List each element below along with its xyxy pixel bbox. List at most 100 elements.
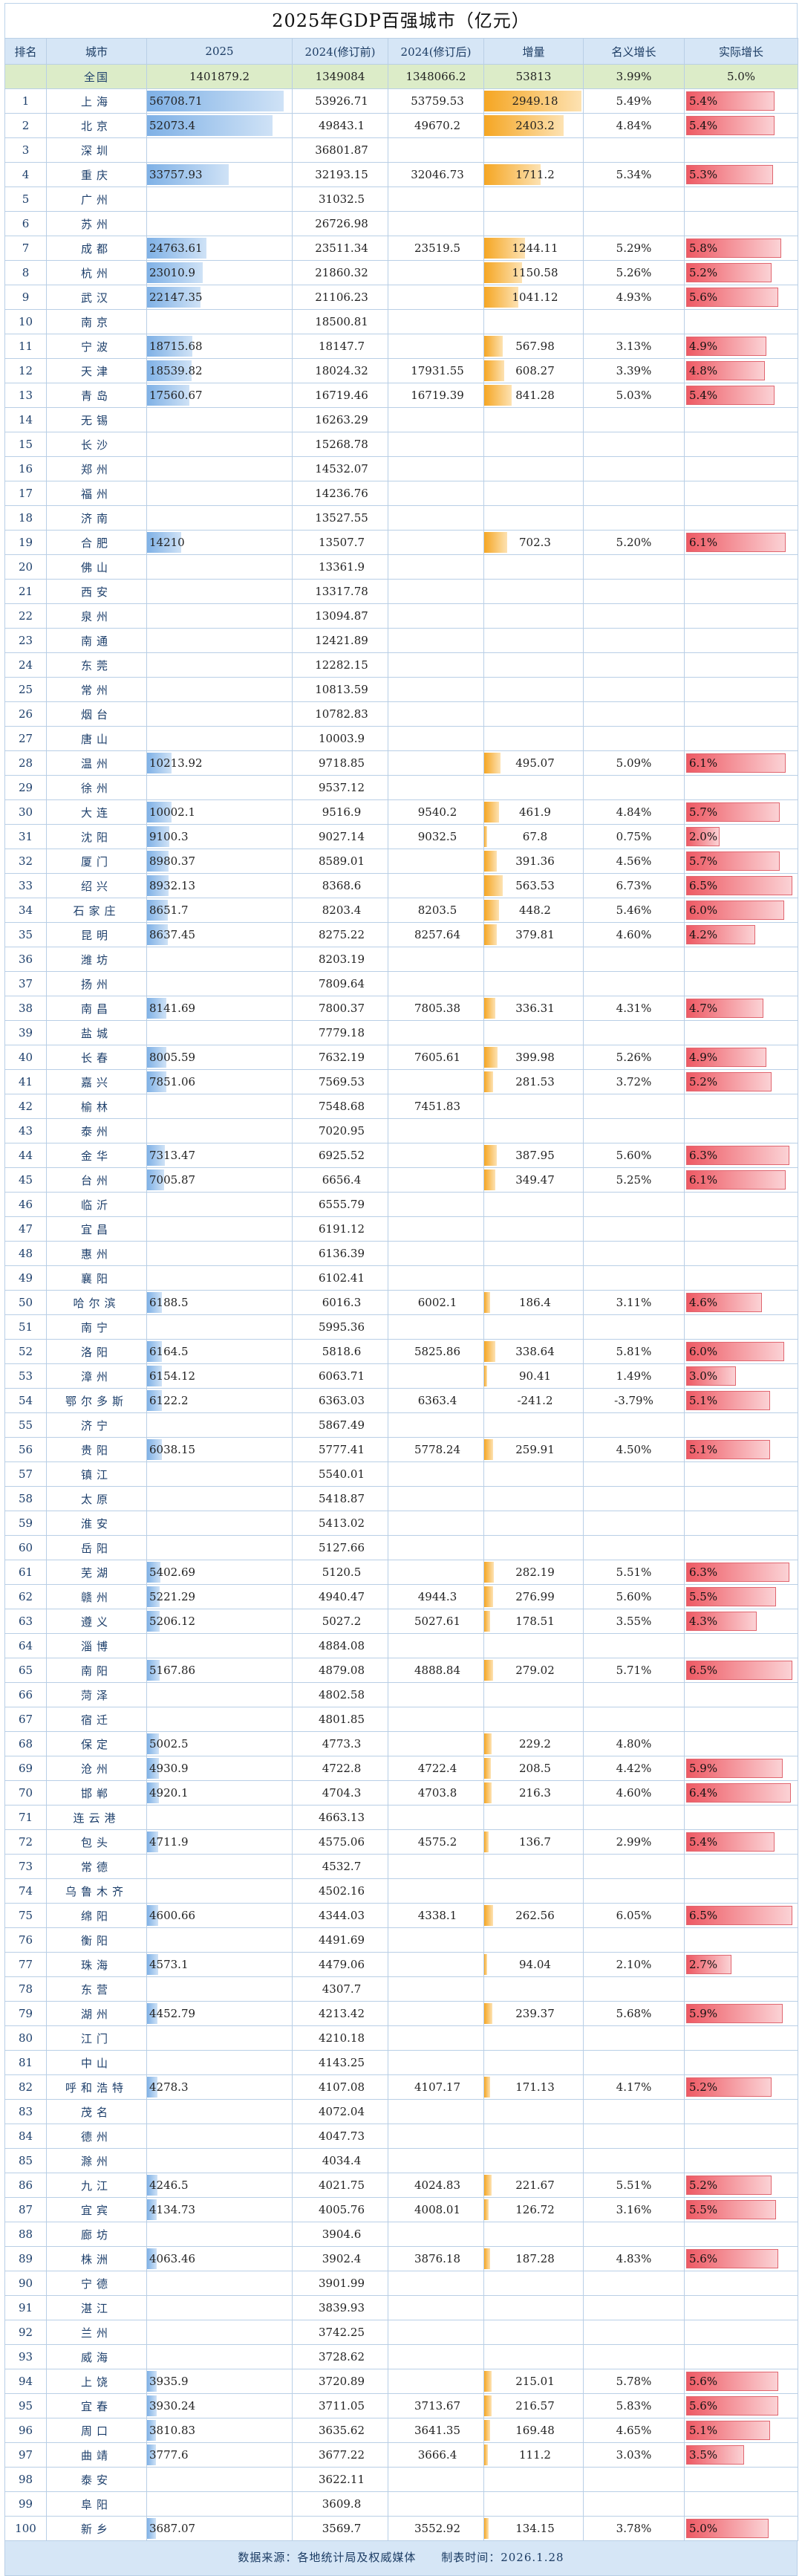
gdp-2024-after-cell-value	[434, 413, 437, 426]
real-growth-cell-value	[685, 315, 690, 328]
nominal-growth-cell-value: 4.84%	[616, 119, 652, 132]
table-row: 29 徐州 9537.12	[4, 775, 798, 800]
gdp-2025-cell-bar	[147, 385, 190, 406]
city-cell-value: 大连	[80, 805, 112, 820]
gdp-2024-before-cell: 3839.93	[292, 2295, 388, 2320]
increase-cell	[483, 2491, 584, 2517]
increase-cell-value: 239.37	[515, 2007, 555, 2020]
gdp-2025-cell: 4063.46	[146, 2246, 293, 2271]
gdp-2025-cell-bar	[147, 2518, 156, 2539]
gdp-2025-cell-value	[148, 1884, 150, 1898]
gdp-2025-cell-value	[148, 2301, 150, 2314]
city-cell: 贵阳	[46, 1437, 147, 1462]
increase-cell-bar	[484, 753, 501, 773]
table-row: 31 沈阳 9100.3 9027.14 9032.5 67.8 0.75% 2.0%	[4, 824, 798, 849]
real-growth-cell-value	[685, 1492, 690, 1505]
gdp-2024-before-cell: 15268.78	[292, 432, 388, 457]
increase-cell: 282.19	[483, 1560, 584, 1585]
gdp-2024-after-cell-value	[434, 683, 437, 696]
rank-cell: 11	[4, 334, 47, 359]
rank-cell: 98	[4, 2467, 47, 2492]
increase-cell-value: 495.07	[515, 756, 555, 770]
gdp-2025-cell-bar	[147, 1439, 162, 1460]
real-growth-cell-value	[685, 732, 690, 745]
city-cell-value: 重庆	[80, 168, 112, 182]
rank-cell: 62	[4, 1584, 47, 1609]
real-growth-cell-value: 5.2%	[689, 2178, 718, 2192]
gdp-2025-cell-bar	[147, 1832, 159, 1852]
gdp-2024-after-cell: 4888.84	[388, 1658, 484, 1683]
nominal-growth-cell-value: 3.11%	[616, 1296, 652, 1309]
rank-cell-value: 91	[18, 2301, 33, 2314]
gdp-2025-cell: 4246.5	[146, 2173, 293, 2198]
rank-cell-value: 29	[18, 781, 33, 794]
gdp-2025-cell-value	[148, 658, 150, 672]
gdp-2024-after-cell-value	[434, 511, 437, 525]
real-growth-cell-bar	[686, 925, 756, 944]
city-cell: 包头	[46, 1829, 147, 1855]
increase-cell-bar	[484, 900, 499, 921]
city-cell: 青岛	[46, 383, 147, 408]
gdp-2025-cell: 4600.66	[146, 1903, 293, 1928]
gdp-2024-after-cell	[388, 1731, 484, 1756]
gdp-2024-after-cell	[388, 554, 484, 580]
nominal-growth-cell-value: 3.16%	[616, 2203, 652, 2216]
nominal-growth-cell-value: 2.99%	[616, 1835, 652, 1849]
gdp-2024-before-cell: 7779.18	[292, 1020, 388, 1045]
gdp-2024-after-cell	[388, 2222, 484, 2247]
city-cell-value: 烟台	[80, 707, 112, 721]
real-growth-cell	[684, 579, 798, 604]
gdp-2025-cell	[146, 1633, 293, 1658]
gdp-2025-cell-bar	[147, 1586, 160, 1607]
gdp-2024-after-cell: 4008.01	[388, 2197, 484, 2222]
table-row: 74 乌鲁木齐 4502.16	[4, 1878, 798, 1904]
rank-cell-value: 77	[18, 1958, 33, 1971]
nominal-growth-cell	[583, 1633, 685, 1658]
table-row: 18 济南 13527.55	[4, 505, 798, 531]
table-row: 24 东莞 12282.15	[4, 652, 798, 678]
city-cell: 杭州	[46, 260, 147, 285]
gdp-2025-cell-value	[148, 560, 150, 574]
real-growth-cell	[684, 2467, 798, 2492]
real-growth-cell-value	[685, 1026, 690, 1039]
gdp-2024-before-cell: 9516.9	[292, 799, 388, 825]
real-growth-cell-value: 3.5%	[689, 2448, 718, 2462]
gdp-2024-before-cell: 9027.14	[292, 824, 388, 849]
table-row: 36 潍坊 8203.19	[4, 947, 798, 972]
gdp-2025-cell-value	[148, 2228, 150, 2241]
real-growth-cell	[684, 505, 798, 531]
increase-cell-value: 216.57	[515, 2399, 555, 2413]
rank-cell-value: 36	[18, 953, 33, 966]
gdp-2025-cell	[146, 2124, 293, 2149]
nominal-growth-cell	[583, 1265, 685, 1291]
increase-cell: 841.28	[483, 383, 584, 408]
city-cell-value: 沧州	[80, 1762, 112, 1776]
gdp-2025-cell-value: 23010.9	[149, 266, 196, 279]
gdp-2024-before-cell-value: 4143.25	[318, 2056, 365, 2069]
gdp-2025-cell-value: 14210	[149, 536, 185, 549]
city-cell-value: 襄阳	[80, 1271, 112, 1285]
gdp-2024-before-cell-value: 5818.6	[322, 1345, 362, 1358]
real-growth-cell-value: 3.0%	[689, 1369, 718, 1383]
real-growth-cell-bar	[686, 827, 720, 846]
city-cell-value: 衡阳	[80, 1933, 112, 1947]
increase-cell	[483, 2344, 584, 2369]
table-row: 27 唐山 10003.9	[4, 726, 798, 751]
increase-cell: 215.01	[483, 2369, 584, 2394]
gdp-2025-cell-bar	[147, 1758, 160, 1779]
increase-cell	[483, 628, 584, 653]
gdp-2025-cell	[146, 505, 293, 531]
rank-cell-value: 52	[18, 1345, 33, 1358]
gdp-2025-cell-value: 56708.71	[149, 94, 203, 108]
gdp-2024-before-cell-value: 6656.4	[322, 1173, 362, 1187]
gdp-2024-after-cell-value	[434, 462, 437, 476]
gdp-2024-before-cell: 4210.18	[292, 2025, 388, 2051]
gdp-2024-before-cell: 13507.7	[292, 530, 388, 555]
real-growth-cell	[684, 407, 798, 432]
city-cell-value: 佛山	[80, 560, 112, 574]
gdp-2024-after-cell-value	[434, 1884, 437, 1898]
nominal-growth-cell-value: 5.68%	[616, 2007, 652, 2020]
gdp-2024-after-cell	[388, 2369, 484, 2394]
city-cell: 榆林	[46, 1094, 147, 1119]
gdp-2025-cell: 4573.1	[146, 1952, 293, 1977]
